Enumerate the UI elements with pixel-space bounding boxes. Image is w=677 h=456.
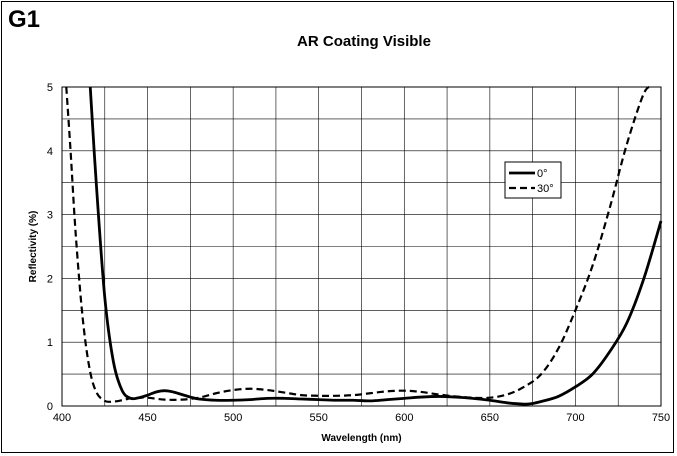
x-tick-label: 600 (395, 412, 413, 424)
y-tick-label: 5 (47, 82, 53, 94)
legend-label: 30° (537, 183, 554, 195)
y-tick-label: 2 (47, 273, 53, 285)
series-line-thirty-deg (66, 87, 652, 402)
x-axis-ticks: 400 450 500 550 600 650 700 750 (53, 412, 670, 424)
y-tick-label: 4 (47, 146, 53, 158)
y-axis-ticks: 0 1 2 3 4 5 (47, 82, 53, 413)
x-tick-label: 500 (224, 412, 242, 424)
legend-label: 0° (537, 168, 548, 180)
y-tick-label: 0 (47, 401, 53, 413)
x-tick-label: 750 (652, 412, 670, 424)
x-tick-label: 450 (138, 412, 156, 424)
x-tick-label: 650 (481, 412, 499, 424)
y-tick-label: 1 (47, 337, 53, 349)
x-tick-label: 400 (53, 412, 71, 424)
x-tick-label: 700 (566, 412, 584, 424)
series-layer (66, 87, 661, 404)
legend: 0°30° (505, 162, 561, 198)
x-tick-label: 550 (310, 412, 328, 424)
y-tick-label: 3 (47, 210, 53, 222)
y-axis-label: Reflectivity (%) (28, 211, 39, 283)
x-axis-label: Wavelength (nm) (321, 433, 401, 444)
grid (62, 87, 661, 406)
chart-title: AR Coating Visible (297, 33, 431, 50)
